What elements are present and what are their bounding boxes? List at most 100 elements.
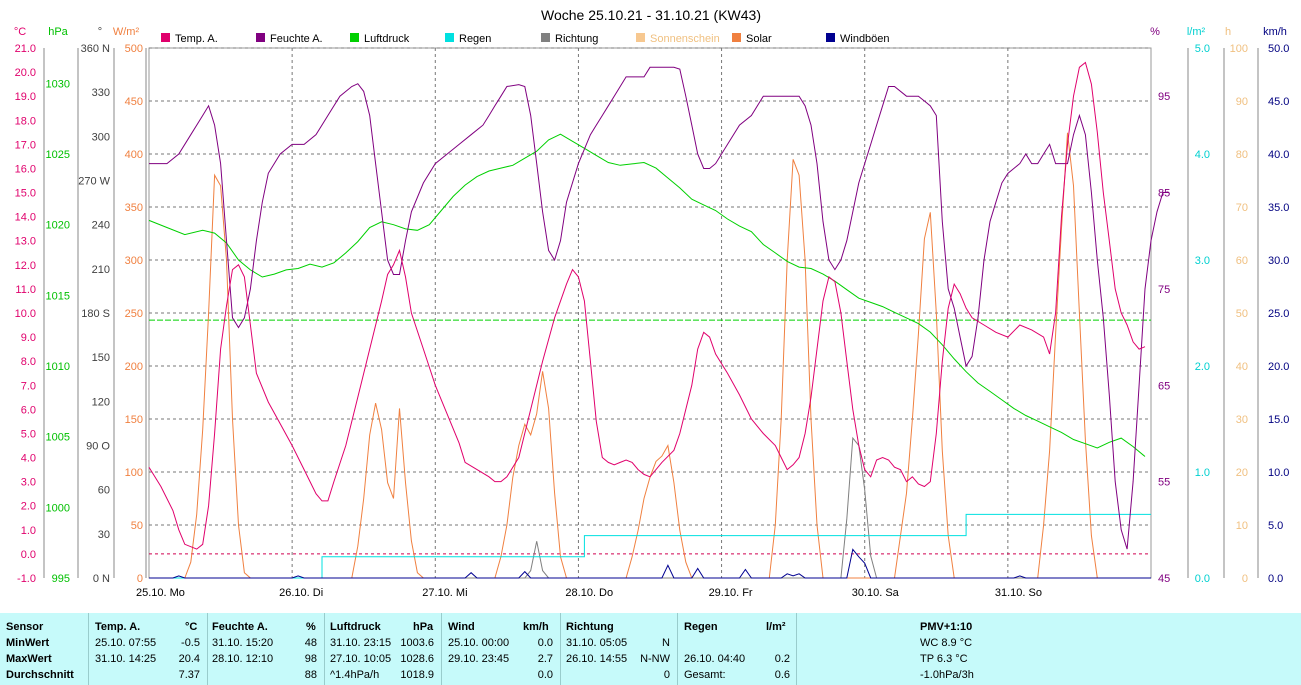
y-tick-label: 350 xyxy=(125,202,143,214)
y-axis-unit: hPa xyxy=(48,26,68,38)
row-max-label: MaxWert xyxy=(6,653,52,665)
press-min-value: 1003.6 xyxy=(400,637,434,649)
rain-max-value: 0.2 xyxy=(774,653,790,665)
y-tick-label: 40.0 xyxy=(1268,149,1289,161)
header-pressure: Luftdruck xyxy=(330,621,381,633)
y-tick-label: 120 xyxy=(92,396,110,408)
y-tick-label: 330 xyxy=(92,87,110,99)
y-tick-label: 1025 xyxy=(46,149,70,161)
y-axis-unit: % xyxy=(1150,26,1160,38)
y-tick-label: 13.0 xyxy=(15,236,36,248)
temp-avg-value: 7.37 xyxy=(178,669,200,681)
press-trend: ^1.4hPa/h xyxy=(330,669,380,681)
series-line-feuchte-a- xyxy=(149,66,1169,550)
y-tick-label: 200 xyxy=(125,361,143,373)
series-line-luftdruck xyxy=(148,133,1146,457)
y-tick-label: 0.0 xyxy=(21,549,36,561)
y-tick-label: 15.0 xyxy=(1268,414,1289,426)
y-tick-label: 50 xyxy=(131,520,143,532)
y-tick-label: 25.0 xyxy=(1268,308,1289,320)
x-tick-label: 31.10. So xyxy=(995,587,1042,599)
y-axis-unit: ° xyxy=(98,26,102,38)
y-tick-label: -1.0 xyxy=(17,573,36,585)
y-tick-label: 30.0 xyxy=(1268,255,1289,267)
header-pmv: PMV+1:10 xyxy=(920,621,973,633)
rain-total-label: Gesamt: xyxy=(684,669,726,681)
wind-avg-value: 0.0 xyxy=(537,669,553,681)
y-tick-label: 8.0 xyxy=(21,356,36,368)
series-line-regen xyxy=(149,513,1151,579)
y-tick-label: 45.0 xyxy=(1268,96,1289,108)
y-tick-label: 85 xyxy=(1158,188,1170,200)
y-tick-label: 0.0 xyxy=(1268,573,1283,585)
y-tick-label: 15.0 xyxy=(15,188,36,200)
y-tick-label: 995 xyxy=(52,573,70,585)
y-tick-label: 3.0 xyxy=(1195,255,1210,267)
legend-swatch xyxy=(732,33,741,42)
x-tick-label: 27.10. Mi xyxy=(422,587,467,599)
y-tick-label: 95 xyxy=(1158,91,1170,103)
y-tick-label: 2.0 xyxy=(1195,361,1210,373)
y-tick-label: 450 xyxy=(125,96,143,108)
header-rain: Regen xyxy=(684,621,718,633)
y-tick-label: 65 xyxy=(1158,380,1170,392)
y-tick-label: 18.0 xyxy=(15,115,36,127)
y-tick-label: 1020 xyxy=(46,220,70,232)
legend-label: Feuchte A. xyxy=(270,33,323,45)
pmv-windchill: WC 8.9 °C xyxy=(920,637,973,649)
dir-max-time: 26.10. 14:55 xyxy=(566,653,628,665)
header-direction: Richtung xyxy=(566,621,614,633)
y-tick-label: 5.0 xyxy=(21,428,36,440)
legend: Temp. A. Feuchte A. Luftdruck Regen Richtung… xyxy=(161,33,890,45)
y-tick-label: 3.0 xyxy=(21,477,36,489)
temp-max-time: 31.10. 14:25 xyxy=(95,653,157,665)
legend-swatch xyxy=(161,33,170,42)
y-tick-label: 55 xyxy=(1158,477,1170,489)
y-tick-label: 5.0 xyxy=(1195,43,1210,55)
y-tick-label: 16.0 xyxy=(15,163,36,175)
hum-min-value: 48 xyxy=(304,637,317,649)
legend-label: Windböen xyxy=(840,33,890,45)
y-tick-label: 270 W xyxy=(78,176,110,188)
y-tick-label: 100 xyxy=(125,467,143,479)
x-tick-label: 29.10. Fr xyxy=(709,587,753,599)
y-tick-label: 20 xyxy=(1236,467,1248,479)
y-tick-label: 1.0 xyxy=(1195,467,1210,479)
header-wind: Wind xyxy=(448,621,475,633)
pmv-dewpoint: TP 6.3 °C xyxy=(920,653,968,665)
press-avg-value: 1018.9 xyxy=(400,669,434,681)
legend-swatch xyxy=(445,33,454,42)
y-tick-label: 1.0 xyxy=(21,525,36,537)
temp-min-value: -0.5 xyxy=(181,637,200,649)
y-tick-label: 500 xyxy=(125,43,143,55)
grid xyxy=(149,47,1151,578)
y-tick-label: 0 N xyxy=(93,573,110,585)
x-tick-label: 30.10. Sa xyxy=(852,587,900,599)
press-min-time: 31.10. 23:15 xyxy=(330,637,392,649)
y-tick-label: 100 xyxy=(1230,43,1248,55)
y-tick-label: 10 xyxy=(1236,520,1248,532)
y-tick-label: 14.0 xyxy=(15,212,36,224)
series-line-windb-en xyxy=(149,548,1151,579)
header-temp: Temp. A. xyxy=(95,621,141,633)
legend-label: Sonnenschein xyxy=(650,33,720,45)
y-tick-label: 30 xyxy=(98,529,110,541)
y-tick-label: 50 xyxy=(1236,308,1248,320)
press-max-value: 1028.6 xyxy=(400,653,434,665)
row-min-label: MinWert xyxy=(6,637,50,649)
y-tick-label: 1000 xyxy=(46,502,70,514)
y-tick-label: 19.0 xyxy=(15,91,36,103)
dir-min-time: 31.10. 05:05 xyxy=(566,637,628,649)
y-tick-label: 50.0 xyxy=(1268,43,1289,55)
series-layer xyxy=(148,61,1169,579)
header-humidity-unit: % xyxy=(306,621,316,633)
header-pressure-unit: hPa xyxy=(413,621,434,633)
legend-label: Luftdruck xyxy=(364,33,410,45)
y-tick-label: 0 xyxy=(1242,573,1248,585)
y-tick-label: 4.0 xyxy=(21,453,36,465)
y-tick-label: 210 xyxy=(92,264,110,276)
hum-max-value: 98 xyxy=(304,653,317,665)
wind-min-time: 25.10. 00:00 xyxy=(448,637,510,649)
legend-swatch xyxy=(636,33,645,42)
y-tick-label: 360 N xyxy=(81,43,110,55)
